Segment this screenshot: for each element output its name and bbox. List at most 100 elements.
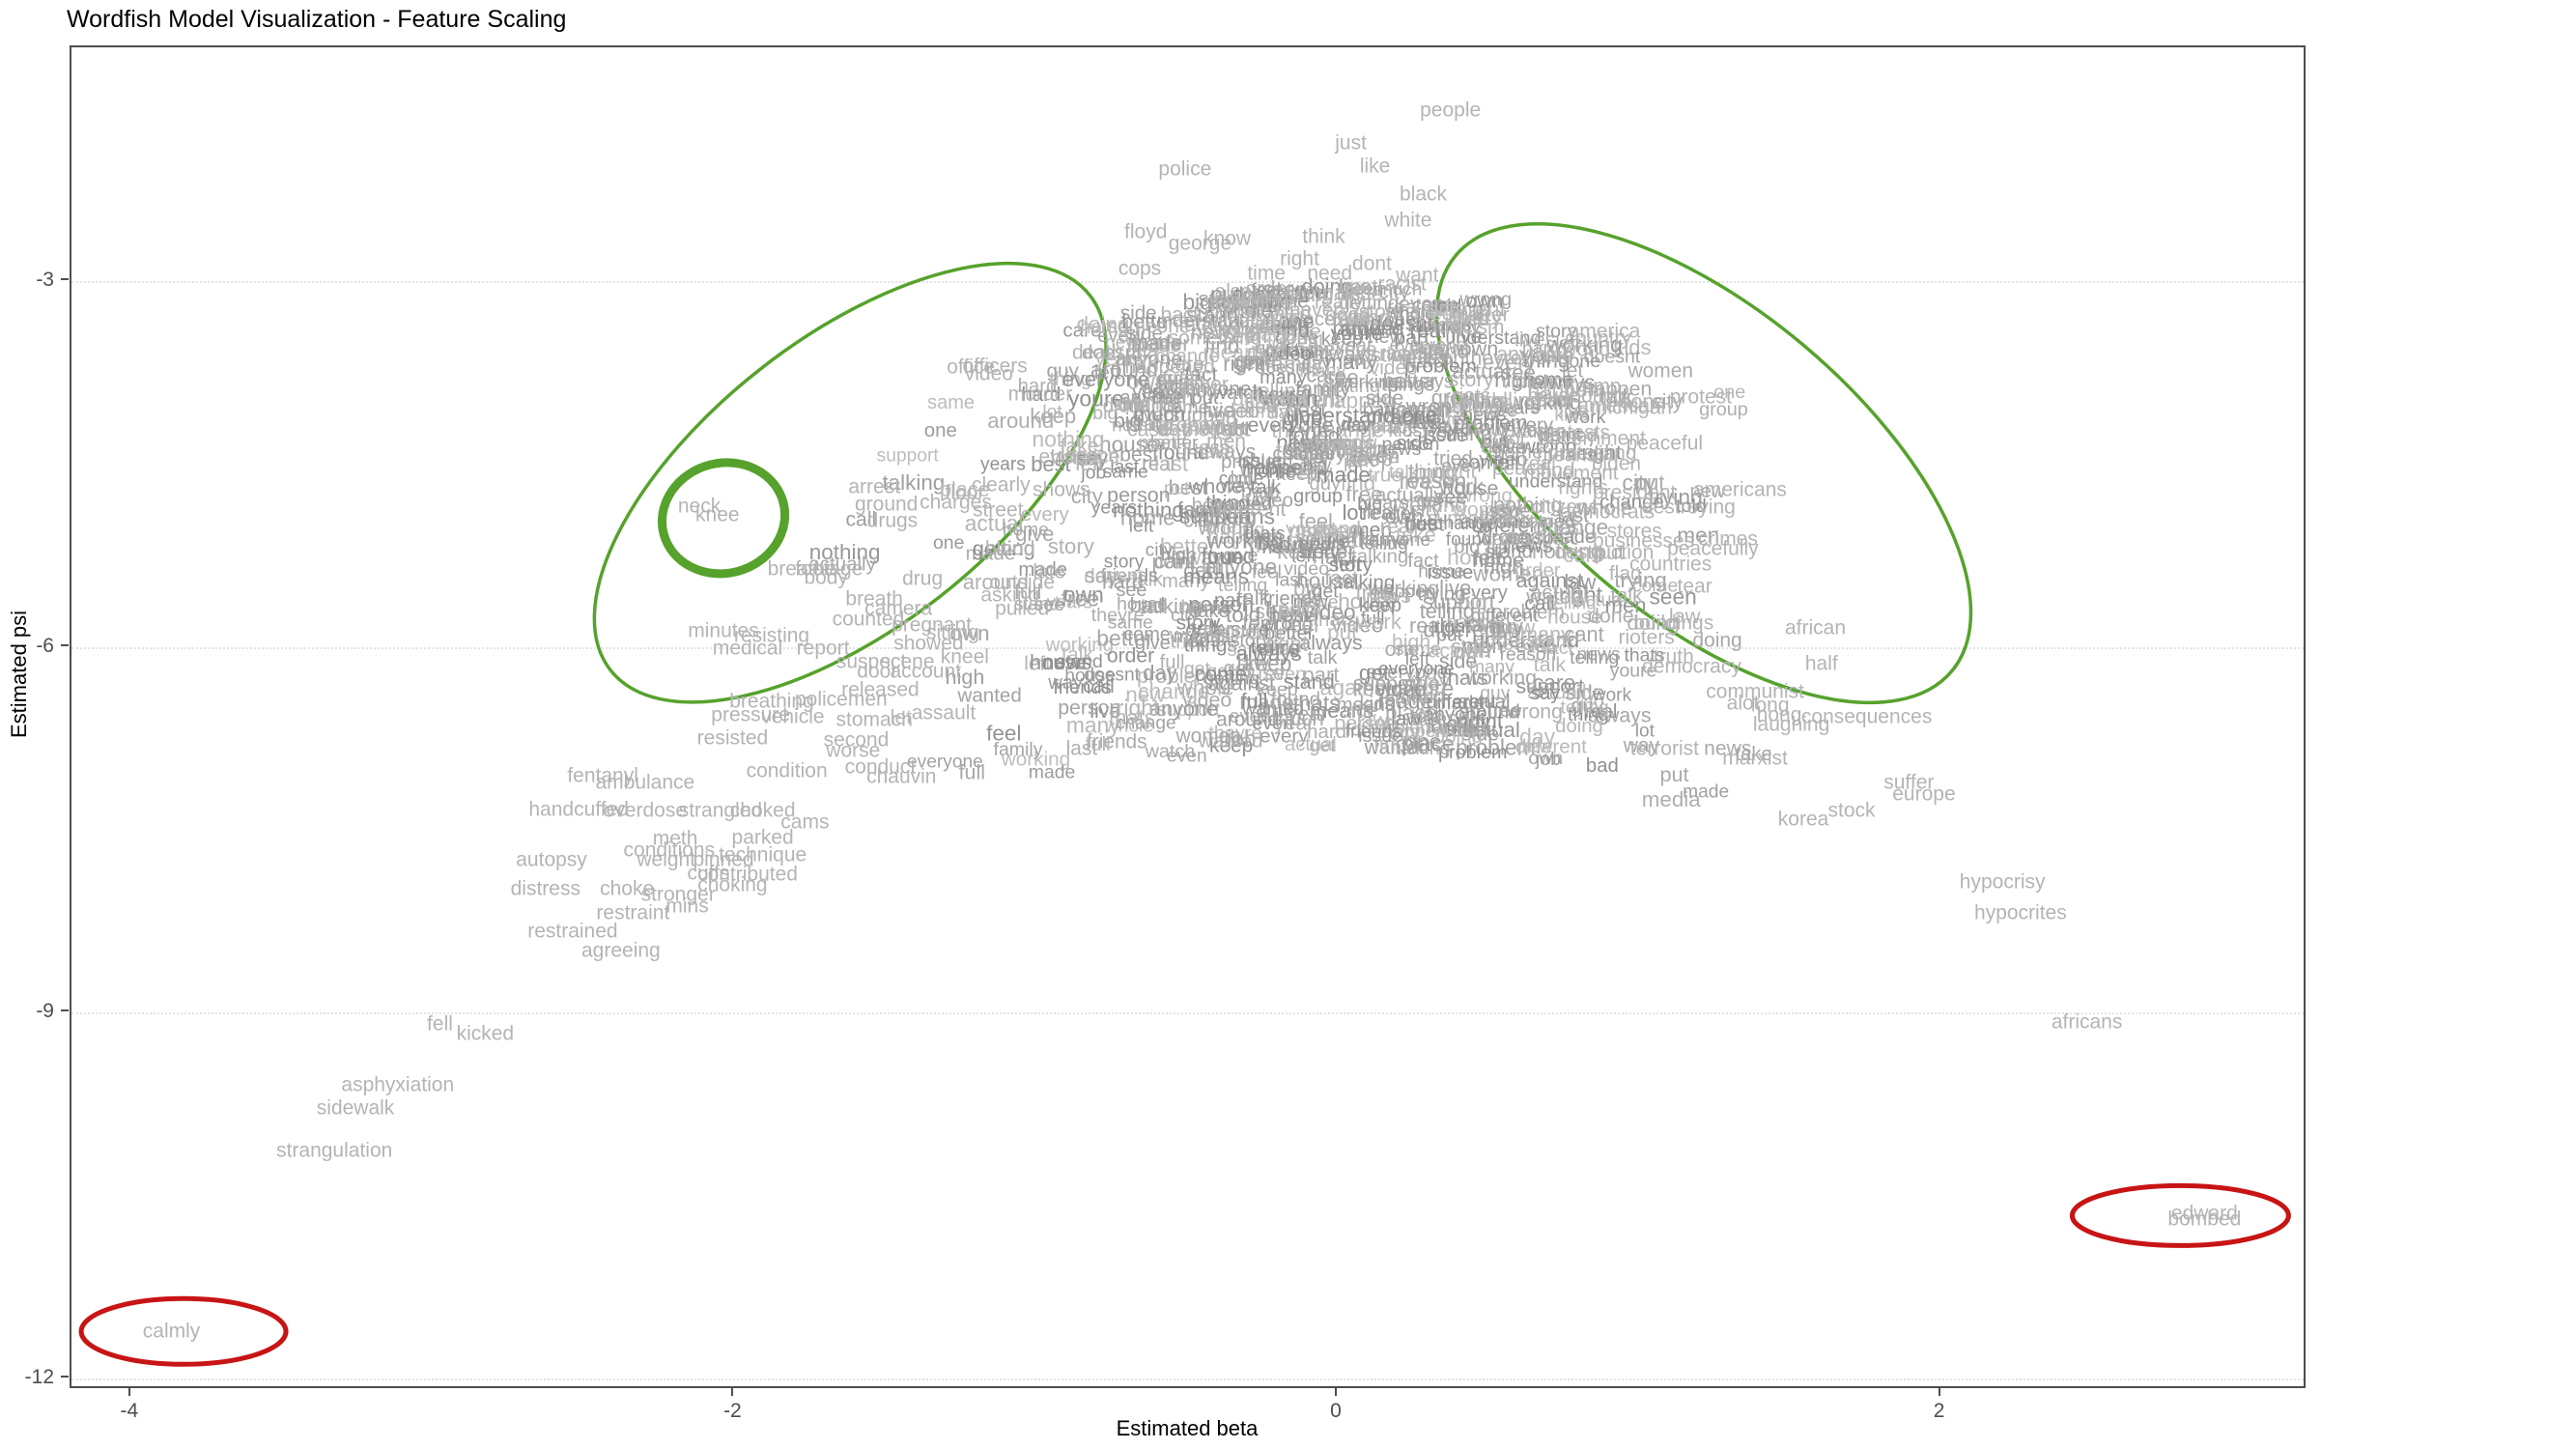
dense-cloud-word: talk: [1250, 477, 1282, 499]
dense-cloud-word: nothing: [1032, 426, 1105, 452]
dense-cloud-word: side: [1396, 432, 1433, 455]
dense-cloud-word: day: [1266, 401, 1300, 424]
dense-cloud-word: last: [1557, 504, 1590, 527]
dense-cloud-word: actually: [808, 554, 876, 577]
dense-cloud-word: keep: [1358, 594, 1402, 616]
dense-cloud-word: every: [1020, 504, 1069, 526]
dense-cloud-word: left: [1334, 552, 1363, 577]
word-label-michigan: michigan: [1591, 396, 1673, 418]
dense-cloud-word: story: [1448, 366, 1494, 391]
dense-cloud-word: find: [1373, 732, 1407, 756]
gridline-y--3: [71, 280, 2304, 283]
dense-cloud-word: made: [1377, 690, 1432, 715]
dense-cloud-word: house: [1191, 494, 1246, 517]
dense-cloud-word: actual: [1529, 581, 1588, 606]
word-label-drugs: drugs: [866, 509, 919, 532]
dense-cloud-word: problem: [1220, 451, 1293, 474]
dense-cloud-word: get: [1309, 735, 1336, 757]
dense-cloud-word: much: [1133, 401, 1186, 426]
dense-cloud-word: telling: [1252, 378, 1309, 403]
dense-cloud-word: last: [1275, 569, 1305, 591]
dense-cloud-word: last: [1153, 451, 1189, 476]
y-tick-mark: [61, 643, 69, 646]
dense-cloud-word: made: [1434, 692, 1485, 715]
dense-cloud-word: made: [1239, 691, 1294, 716]
dense-cloud-word: come: [1162, 397, 1209, 419]
dense-cloud-word: say: [1530, 682, 1561, 704]
dense-cloud-word: video: [1263, 342, 1313, 365]
dense-cloud-word: day: [1519, 724, 1556, 750]
dense-cloud-word: stand: [1417, 339, 1469, 364]
dense-cloud-word: found: [1121, 393, 1175, 418]
dense-cloud-word: actual: [1461, 717, 1520, 742]
dense-cloud-word: women: [1452, 498, 1518, 522]
dense-cloud-word: everyone: [1378, 659, 1455, 680]
word-label-color: color: [1483, 427, 1527, 450]
dense-cloud-word: made: [1683, 781, 1730, 803]
dense-cloud-word: youre: [1609, 660, 1657, 682]
dense-cloud-word: issue: [1237, 450, 1283, 472]
dense-cloud-word: come: [1218, 469, 1264, 490]
dense-cloud-word: find: [1340, 471, 1376, 497]
dense-cloud-word: means: [1309, 698, 1374, 724]
x-tick-mark: [127, 1388, 130, 1396]
dense-cloud-word: true: [1403, 511, 1438, 534]
dense-cloud-word: found: [1445, 529, 1492, 551]
dense-cloud-word: call: [1524, 592, 1555, 615]
dense-cloud-word: full: [1360, 608, 1385, 630]
dense-cloud-word: getting: [1203, 668, 1260, 690]
dense-cloud-word: keep: [1352, 678, 1398, 701]
dense-cloud-word: always: [1392, 370, 1455, 393]
dense-cloud-word: around: [987, 408, 1055, 433]
dense-cloud-word: city: [1070, 483, 1103, 508]
dense-cloud-word: see: [1033, 593, 1065, 615]
dense-cloud-word: take: [1445, 719, 1485, 742]
dense-cloud-word: one: [1278, 308, 1315, 333]
dense-cloud-word: happen: [1321, 387, 1396, 413]
dense-cloud-word: give: [1366, 406, 1401, 428]
dense-cloud-word: different: [1473, 631, 1552, 656]
dense-cloud-word: doesnt: [1084, 565, 1144, 587]
dense-cloud-word: now: [1428, 338, 1463, 359]
dense-cloud-word: big: [1357, 493, 1383, 515]
dense-cloud-word: different: [1470, 605, 1539, 627]
dense-cloud-word: understand: [1149, 309, 1251, 332]
dense-cloud-word: tried: [1538, 510, 1575, 532]
dense-cloud-word: different: [1231, 385, 1308, 411]
dense-cloud-word: video: [1245, 489, 1293, 512]
dense-cloud-word: work: [1513, 420, 1553, 442]
dense-cloud-word: right: [1433, 616, 1471, 639]
dense-cloud-word: bad: [1129, 592, 1166, 617]
dense-cloud-word: feel: [1299, 283, 1329, 304]
dense-cloud-word: wrong: [1520, 434, 1577, 458]
dense-cloud-word: come: [1493, 441, 1543, 465]
dense-cloud-word: left: [1093, 361, 1121, 384]
dense-cloud-word: telling: [1570, 646, 1620, 668]
dense-cloud-word: law: [1489, 496, 1523, 521]
dense-cloud-word: fact: [1406, 315, 1438, 337]
dense-cloud-word: thing: [1522, 348, 1571, 373]
word-label-kicked: kicked: [456, 1022, 515, 1045]
dense-cloud-word: support: [1515, 675, 1585, 698]
dense-cloud-word: made: [1018, 558, 1068, 581]
dense-cloud-word: let: [1316, 378, 1339, 403]
word-label-people: people: [1420, 99, 1482, 122]
dense-cloud-word: years: [1046, 591, 1092, 613]
dense-cloud-word: call: [1083, 672, 1115, 697]
dense-cloud-word: place: [1288, 308, 1336, 330]
dense-cloud-word: told: [1430, 295, 1462, 317]
dense-cloud-word: point: [1178, 501, 1220, 523]
dense-cloud-word: let: [1344, 455, 1364, 477]
dense-cloud-word: story: [1230, 629, 1271, 651]
word-label-african: african: [1785, 616, 1847, 639]
dense-cloud-word: friends: [1345, 722, 1401, 743]
dense-cloud-word: law: [1668, 604, 1701, 629]
dense-cloud-word: talk: [1307, 647, 1338, 669]
dense-cloud-word: lot: [1634, 721, 1655, 742]
dense-cloud-word: getting: [972, 536, 1035, 561]
dense-cloud-word: doesnt: [1231, 283, 1292, 306]
dense-cloud-word: city: [1458, 708, 1492, 733]
word-label-terrorist: terrorist: [1629, 737, 1699, 760]
dense-cloud-word: fact: [1447, 306, 1483, 332]
